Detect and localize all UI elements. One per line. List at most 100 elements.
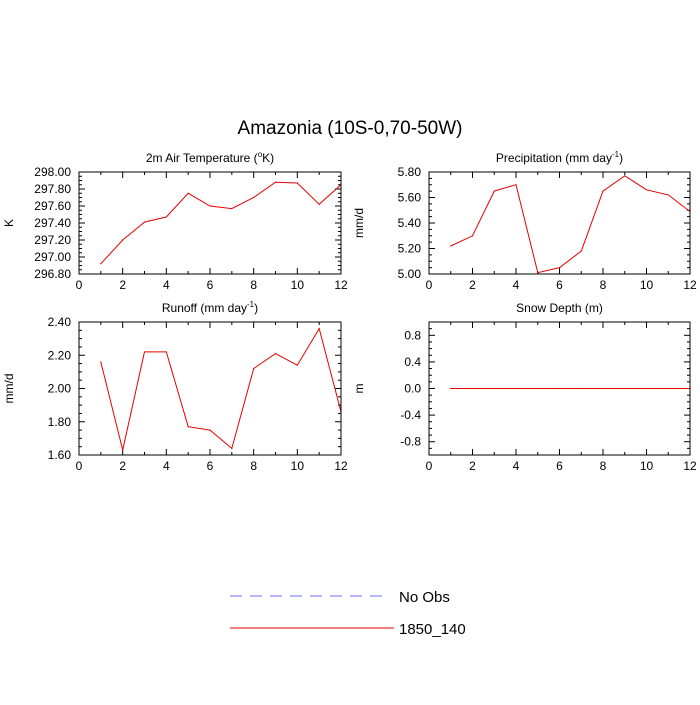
data-point [602,387,604,390]
panel-title-main: Precipitation (mm day [496,151,612,165]
data-point [515,184,517,186]
y-tick-label: 297.20 [34,233,71,247]
panel-title-sup: -1 [612,150,620,159]
y-tick-label: 297.40 [34,216,71,230]
data-point [100,263,102,265]
y-tick-label: 2.00 [48,382,72,396]
x-tick-label: 10 [291,278,305,292]
x-tick-label: 0 [76,459,83,473]
x-tick-label: 12 [683,278,697,292]
panel-title-tail: K) [262,151,274,165]
data-point [165,351,167,353]
y-tick-label: 297.00 [34,250,71,264]
data-point [253,196,255,199]
data-point [537,272,539,274]
data-point [296,182,298,184]
x-tick-label: 6 [207,278,214,292]
data-point [624,387,626,390]
data-point [318,203,320,205]
data-point [450,245,452,247]
data-point [274,181,277,183]
x-tick-label: 12 [683,459,697,473]
panel-title: Precipitation (mm day-1) [496,150,623,165]
x-tick-label: 0 [426,278,433,292]
data-point [143,221,146,223]
plot-frame [78,321,342,456]
x-tick-label: 4 [513,278,520,292]
x-tick-label: 8 [600,459,607,473]
data-point [624,175,626,177]
panel-title-main: Runoff (mm day [162,301,247,315]
data-point [187,192,189,194]
y-tick-label: 0.4 [404,355,421,369]
y-tick-label: 5.80 [398,165,422,179]
data-point [231,447,233,449]
x-tick-label: 6 [207,459,214,473]
x-tick-label: 10 [640,278,654,292]
y-tick-label: 0.8 [404,328,421,342]
x-tick-label: 0 [76,278,83,292]
y-tick-label: 298.00 [34,165,71,179]
y-axis-label: mm/d [352,208,366,238]
x-tick-label: 0 [426,459,433,473]
y-tick-label: 5.00 [398,267,422,281]
data-point [645,189,648,191]
data-point [165,216,167,218]
panel-title-tail: ) [619,151,623,165]
y-tick-label: 5.20 [398,242,422,256]
panel-2: Precipitation (mm day-1) mm/d 0 2 4 6 8 10 12 5.0… [352,150,697,292]
data-point [471,387,474,390]
y-tick-label: 0.0 [404,382,421,396]
plot-frame [78,171,342,275]
panel-title: 2m Air Temperature (oK) [146,150,274,165]
data-point [274,352,277,355]
y-tick-label: 1.80 [48,415,72,429]
x-tick-label: 2 [119,278,126,292]
y-tick-label: -0.8 [400,435,421,449]
panel-title: Runoff (mm day-1) [162,300,258,315]
data-point [122,449,124,451]
data-point [143,351,146,353]
x-tick-label: 6 [556,459,563,473]
data-point [209,429,211,431]
data-point [450,387,452,390]
x-tick-label: 4 [163,459,170,473]
data-point [558,387,561,390]
panels: 2m Air Temperature (oK) K 0 2 4 6 8 10 12 296.80 2… [2,150,697,473]
data-point [645,387,648,390]
x-tick-label: 6 [556,278,563,292]
panel-title-main: Snow Depth (m) [516,301,603,315]
data-point [580,250,582,252]
legend-label-1850-140: 1850_140 [399,621,466,638]
plot-frame [428,321,691,456]
x-tick-label: 4 [163,278,170,292]
legend: No Obs 1850_140 [230,589,466,638]
data-point [493,190,495,192]
x-tick-label: 4 [513,459,520,473]
data-point [253,367,255,370]
data-point [100,361,102,363]
panel-3: Runoff (mm day-1) mm/d 0 2 4 6 8 10 12 1.60 1.80 2.… [2,300,348,473]
y-tick-label: 297.60 [34,199,71,213]
x-tick-label: 10 [640,459,654,473]
data-point [515,387,517,390]
data-point [231,207,233,210]
data-point [580,387,582,390]
panel-title-sup: -1 [247,300,255,309]
y-tick-label: 1.60 [48,448,72,462]
y-axis-label: m [352,384,366,394]
y-tick-label: 297.80 [34,182,71,196]
y-tick-label: 5.40 [398,216,422,230]
y-tick-label: 296.80 [34,267,71,281]
x-tick-label: 12 [334,459,348,473]
y-axis-label: K [2,219,16,227]
y-tick-label: 2.40 [48,315,72,329]
data-point [122,239,124,241]
panel-4: Snow Depth (m) m 0 2 4 6 8 10 12 -0.8 -0.4 0.0 0.4 0.… [352,301,697,473]
x-tick-label: 2 [469,459,476,473]
panel-title-main: 2m Air Temperature ( [146,151,258,165]
data-point [537,387,539,390]
figure-title: Amazonia (10S-0,70-50W) [238,118,463,139]
